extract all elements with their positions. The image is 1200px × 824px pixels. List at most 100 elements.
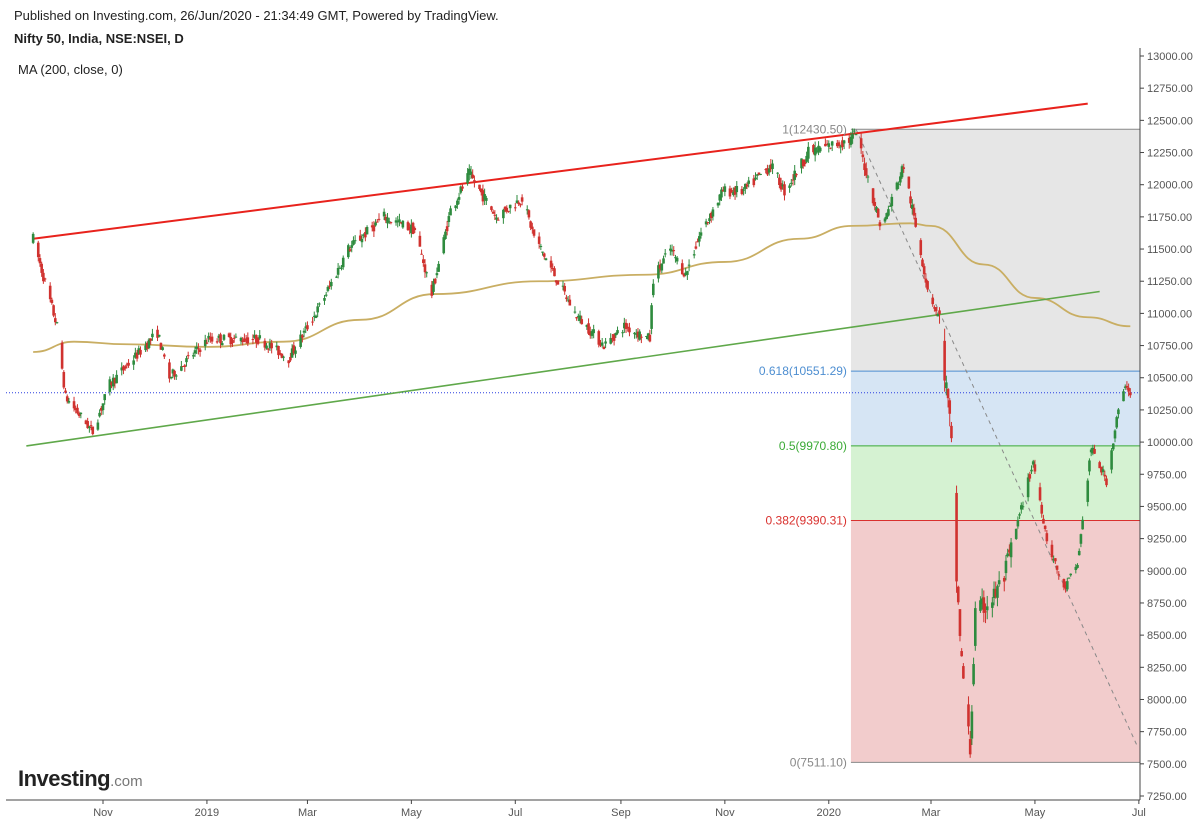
candle [1105, 475, 1108, 488]
candle [1052, 555, 1055, 564]
candle-body [1122, 391, 1125, 402]
candle [64, 387, 67, 394]
candle [329, 278, 333, 290]
candle-body [776, 172, 779, 174]
candle-body [1113, 430, 1117, 439]
candle-body [638, 331, 641, 340]
candle [108, 376, 112, 396]
candle [1040, 501, 1044, 518]
candle-body [432, 281, 435, 292]
candle [600, 338, 604, 348]
candle [708, 213, 711, 225]
candle-body [1098, 462, 1101, 469]
candle [972, 657, 975, 687]
candle [316, 302, 319, 318]
candle-body [111, 377, 115, 387]
candle [340, 265, 343, 271]
x-tick-label: Sep [611, 807, 631, 819]
candle-body [246, 337, 250, 344]
candle [830, 140, 834, 152]
candle-body [1127, 387, 1130, 392]
candle [740, 186, 744, 196]
candle-body [817, 145, 820, 153]
candle [479, 188, 483, 196]
candle [173, 369, 176, 380]
candle [232, 334, 236, 343]
candle [255, 334, 258, 348]
candle-body [958, 609, 962, 636]
candle [933, 305, 936, 312]
candle-body [382, 211, 386, 217]
candle [251, 334, 255, 345]
candle-body [384, 216, 388, 221]
candle [962, 663, 965, 679]
candle-body [389, 222, 393, 224]
candle-body [50, 299, 54, 304]
candle [444, 229, 447, 240]
candle-body [413, 228, 417, 231]
candle-body [1101, 469, 1105, 472]
candle-body [517, 202, 521, 205]
candle-body [442, 237, 446, 254]
candle-body [282, 356, 285, 358]
candle [382, 208, 386, 221]
candle-body [997, 580, 1001, 585]
candle [374, 219, 377, 227]
candle-body [180, 366, 183, 371]
candle [1016, 516, 1020, 529]
candle [575, 316, 578, 321]
candle-body [563, 285, 567, 292]
candle-body [1074, 566, 1078, 570]
candle-body [161, 347, 164, 350]
candle-body [372, 225, 376, 232]
candle-body [358, 235, 362, 241]
candle-body [527, 210, 531, 218]
candle [197, 343, 200, 355]
candle [1042, 514, 1045, 524]
candle-body [640, 336, 643, 338]
candle-body [720, 189, 723, 198]
candle [449, 205, 452, 216]
candle [513, 203, 517, 212]
y-tick-label: 8500.00 [1147, 630, 1187, 642]
candle-body [374, 222, 377, 226]
candle-body [531, 226, 534, 230]
candle [704, 218, 708, 228]
candle-body [556, 280, 560, 285]
candle-body [139, 349, 142, 355]
candle-body [936, 314, 940, 317]
fib-label-1: 1(12430.50) [782, 122, 847, 136]
candle-body [578, 315, 582, 321]
candle [943, 328, 946, 392]
candle [268, 338, 272, 351]
y-tick-label: 8000.00 [1147, 694, 1187, 706]
axes: 13000.00 12750.00 12500.00 12250.00 12000.00… [6, 48, 1193, 819]
candle-body [866, 176, 870, 178]
candle [125, 362, 129, 369]
candle-body [795, 173, 798, 176]
fib-zone-0.618-0.5 [850, 371, 1140, 446]
candle-body [628, 327, 631, 333]
candle-body [590, 331, 594, 336]
candle [241, 337, 245, 346]
candle [946, 388, 950, 408]
candle-body [561, 285, 565, 287]
candle [193, 346, 197, 357]
candle-body [973, 608, 977, 646]
candle [781, 180, 785, 190]
candle-body [496, 219, 500, 221]
candle-body [329, 281, 333, 287]
candle [91, 426, 95, 436]
candle [743, 183, 747, 194]
candle [716, 202, 720, 208]
candle [399, 221, 403, 225]
candle [139, 346, 142, 358]
candle-body [851, 134, 854, 139]
candle [205, 338, 209, 345]
candle [577, 313, 580, 322]
candle [507, 210, 510, 213]
candle [60, 340, 64, 370]
logo-domain: .com [110, 773, 143, 790]
candle [157, 334, 161, 338]
